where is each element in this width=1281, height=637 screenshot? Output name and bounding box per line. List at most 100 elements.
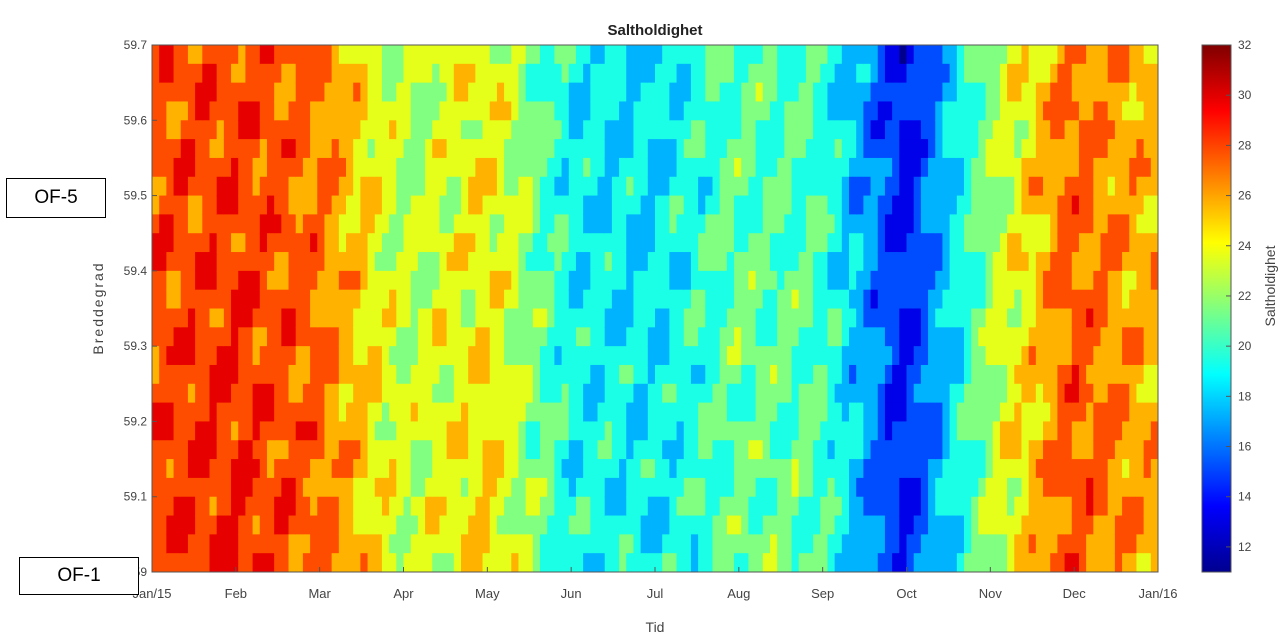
heat-cell xyxy=(231,195,239,215)
heat-cell xyxy=(360,459,369,479)
heat-cell xyxy=(719,440,728,460)
heat-cell xyxy=(367,214,376,234)
heat-cell xyxy=(1021,496,1030,517)
heat-cell xyxy=(504,120,512,140)
heat-cell xyxy=(748,440,757,460)
heat-cell xyxy=(726,496,735,517)
heat-cell xyxy=(690,553,699,572)
heat-cell xyxy=(216,327,225,347)
heat-cell xyxy=(575,440,584,460)
heat-cell xyxy=(999,346,1008,366)
heat-cell xyxy=(1122,139,1130,159)
heat-cell xyxy=(913,214,922,234)
heat-cell xyxy=(396,82,405,103)
heat-cell xyxy=(640,82,649,103)
heat-cell xyxy=(963,63,972,84)
heat-cell xyxy=(403,289,412,310)
heat-cell xyxy=(963,252,972,272)
heat-cell xyxy=(360,120,369,140)
y-tick-label: 59.3 xyxy=(124,339,148,353)
heat-cell xyxy=(1014,214,1023,234)
heat-cell xyxy=(1150,364,1158,385)
heat-cell xyxy=(1107,270,1116,291)
heat-cell xyxy=(884,421,893,441)
heat-cell xyxy=(805,534,814,554)
heat-cell xyxy=(568,553,577,572)
heat-cell xyxy=(877,477,886,498)
heat-cell xyxy=(748,327,757,347)
heat-cell xyxy=(288,63,297,84)
heat-cell xyxy=(389,459,397,479)
heat-cell xyxy=(999,214,1008,234)
heat-cell xyxy=(863,515,872,535)
heat-cell xyxy=(1114,440,1123,460)
heat-cell xyxy=(676,45,685,65)
heat-cell xyxy=(590,63,599,84)
heat-cell xyxy=(619,289,627,310)
heat-cell xyxy=(1064,364,1073,385)
heat-cell xyxy=(978,327,987,347)
heat-cell xyxy=(259,515,268,535)
heat-cell xyxy=(525,139,534,159)
heat-cell xyxy=(640,308,649,328)
heat-cell xyxy=(317,459,326,479)
heat-cell xyxy=(935,515,944,535)
heat-cell xyxy=(827,270,836,291)
heat-cell xyxy=(295,402,304,423)
heat-cell xyxy=(425,364,433,385)
heat-cell xyxy=(999,308,1008,328)
heat-cell xyxy=(231,421,239,441)
heat-cell xyxy=(999,421,1008,441)
heat-cell xyxy=(475,383,484,404)
heat-cell xyxy=(274,496,282,517)
heat-cell xyxy=(295,477,304,498)
heat-cell xyxy=(310,157,318,178)
heat-cell xyxy=(1028,233,1037,253)
heat-cell xyxy=(346,139,354,159)
heat-cell xyxy=(978,233,987,253)
heat-cell xyxy=(913,383,922,404)
colorbar-label: Saltholdighet xyxy=(1262,245,1278,326)
heat-cell xyxy=(669,308,678,328)
heat-cell xyxy=(820,440,829,460)
heat-cell xyxy=(611,402,620,423)
heat-cell xyxy=(346,289,354,310)
heat-cell xyxy=(1122,233,1130,253)
heat-cell xyxy=(353,364,361,385)
heat-cell xyxy=(1143,459,1152,479)
heat-cell xyxy=(453,459,462,479)
heat-cell xyxy=(1028,82,1037,103)
heat-cell xyxy=(604,45,613,65)
heat-cell xyxy=(389,440,397,460)
heat-cell xyxy=(633,252,642,272)
heat-cell xyxy=(425,402,433,423)
heat-cell xyxy=(985,139,994,159)
heat-cell xyxy=(525,45,534,65)
heat-cell xyxy=(223,176,232,197)
heat-cell xyxy=(963,176,972,197)
heat-cell xyxy=(949,496,958,517)
heat-cell xyxy=(726,346,735,366)
heat-cell xyxy=(1035,101,1044,121)
heat-cell xyxy=(381,308,390,328)
heat-cell xyxy=(899,496,908,517)
heat-cell xyxy=(805,270,814,291)
heat-cell xyxy=(791,157,800,178)
heat-cell xyxy=(1150,515,1158,535)
heat-cell xyxy=(460,157,469,178)
heat-cell xyxy=(1043,496,1051,517)
heat-cell xyxy=(410,139,419,159)
heat-cell xyxy=(1107,82,1116,103)
heat-cell xyxy=(432,289,441,310)
heat-cell xyxy=(762,270,771,291)
heat-cell xyxy=(870,176,879,197)
heat-cell xyxy=(769,101,778,121)
heat-cell xyxy=(690,82,699,103)
heat-cell xyxy=(310,477,318,498)
heat-cell xyxy=(899,270,908,291)
heat-cell xyxy=(870,157,879,178)
heat-cell xyxy=(468,139,476,159)
heat-cell xyxy=(662,459,670,479)
heat-cell xyxy=(597,157,606,178)
heat-cell xyxy=(669,346,678,366)
